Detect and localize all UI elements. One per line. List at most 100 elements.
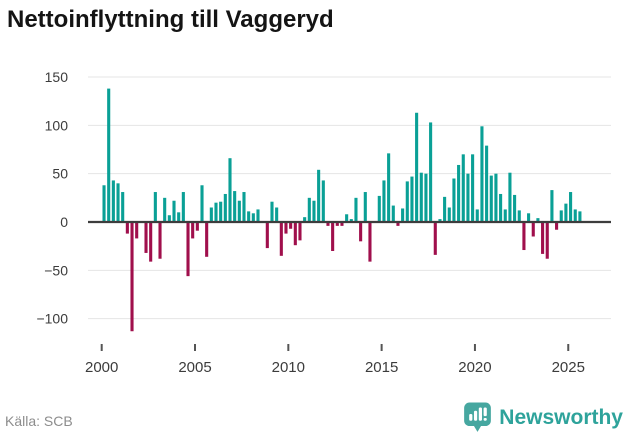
page-title: Nettoinflyttning till Vaggeryd <box>7 6 334 33</box>
positive-bar <box>312 200 316 222</box>
positive-bar <box>489 175 493 222</box>
negative-bar <box>335 222 339 226</box>
negative-bar <box>135 222 139 239</box>
badge-shape <box>464 402 492 432</box>
newsworthy-logo[interactable]: Newsworthy <box>463 402 623 433</box>
positive-bar <box>233 191 237 222</box>
positive-bar <box>517 210 521 222</box>
positive-bar <box>499 193 503 222</box>
positive-bar <box>177 212 181 222</box>
mini-bar-chart-glyph <box>469 407 488 421</box>
positive-bar <box>559 210 563 222</box>
positive-bar <box>475 209 479 222</box>
positive-bar <box>569 192 573 222</box>
positive-bar <box>163 197 167 222</box>
positive-bar <box>111 180 115 222</box>
negative-bar <box>144 222 148 253</box>
positive-bar <box>228 158 232 222</box>
negative-bar <box>289 222 293 229</box>
x-tick-label: 2025 <box>552 359 585 376</box>
negative-bar <box>195 222 199 231</box>
positive-bar <box>247 211 251 222</box>
x-tick-label: 2010 <box>272 359 305 376</box>
positive-bar <box>485 145 489 222</box>
positive-bar <box>303 217 307 222</box>
positive-bar <box>550 190 554 222</box>
positive-bar <box>429 122 433 222</box>
y-tick-label: −50 <box>44 262 68 278</box>
positive-bar <box>443 196 447 222</box>
positive-bar <box>480 126 484 222</box>
positive-bar <box>270 201 274 222</box>
negative-bar <box>433 222 437 255</box>
positive-bar <box>167 215 171 222</box>
positive-bar <box>275 207 279 222</box>
negative-bar <box>396 222 400 226</box>
negative-bar <box>522 222 526 251</box>
negative-bar <box>545 222 549 259</box>
negative-bar <box>186 222 190 277</box>
positive-bar <box>471 154 475 222</box>
negative-bar <box>158 222 162 259</box>
positive-bar <box>573 209 577 222</box>
positive-bar <box>452 178 456 222</box>
y-tick-label: 150 <box>45 69 69 85</box>
positive-bar <box>242 192 246 222</box>
x-tick-label: 2015 <box>365 359 398 376</box>
positive-bar <box>317 169 321 222</box>
positive-bar <box>466 173 470 222</box>
y-axis-labels: 150 100 50 0 −50 −100 <box>36 69 68 327</box>
positive-bar <box>102 185 106 222</box>
bar-chart: 150 100 50 0 −50 −100 2000 2005 2010 2015 2020 2025 <box>36 69 611 376</box>
positive-bar <box>405 181 409 222</box>
positive-bar <box>363 192 367 222</box>
positive-bar <box>349 219 353 222</box>
x-tick-label: 2020 <box>458 359 491 376</box>
positive-bar <box>503 209 507 222</box>
bars <box>102 88 582 332</box>
positive-bar <box>424 173 428 222</box>
x-tick-label: 2000 <box>85 359 118 376</box>
y-tick-label: 100 <box>45 117 69 133</box>
positive-bar <box>237 200 241 222</box>
positive-bar <box>214 202 218 222</box>
x-tick-label: 2005 <box>178 359 211 376</box>
chart-footer: Källa: SCB Newsworthy <box>0 395 631 439</box>
positive-bar <box>387 153 391 222</box>
positive-bar <box>321 180 325 222</box>
negative-bar <box>541 222 545 254</box>
positive-bar <box>345 214 349 222</box>
positive-bar <box>219 201 223 222</box>
negative-bar <box>340 222 344 226</box>
positive-bar <box>457 164 461 222</box>
negative-bar <box>125 222 129 234</box>
negative-bar <box>265 222 269 249</box>
negative-bar <box>298 222 302 241</box>
negative-bar <box>531 222 535 237</box>
positive-bar <box>564 203 568 222</box>
negative-bar <box>205 222 209 257</box>
positive-bar <box>256 209 260 222</box>
negative-bar <box>293 222 297 246</box>
negative-bar <box>331 222 335 251</box>
negative-bar <box>359 222 363 242</box>
positive-bar <box>410 176 414 222</box>
positive-bar <box>438 219 442 222</box>
negative-bar <box>191 222 195 239</box>
positive-bar <box>121 192 125 222</box>
negative-bar <box>130 222 134 332</box>
negative-bar <box>279 222 283 256</box>
y-tick-label: 0 <box>60 214 68 230</box>
y-tick-label: −100 <box>36 311 68 327</box>
brand-name: Newsworthy <box>499 405 623 429</box>
x-axis: 2000 2005 2010 2015 2020 2025 <box>85 344 585 376</box>
positive-bar <box>251 213 255 222</box>
positive-bar <box>536 218 540 222</box>
positive-bar <box>494 173 498 222</box>
positive-bar <box>172 200 176 222</box>
positive-bar <box>461 154 465 222</box>
positive-bar <box>527 213 531 222</box>
negative-bar <box>149 222 153 262</box>
positive-bar <box>377 195 381 222</box>
positive-bar <box>209 207 213 222</box>
